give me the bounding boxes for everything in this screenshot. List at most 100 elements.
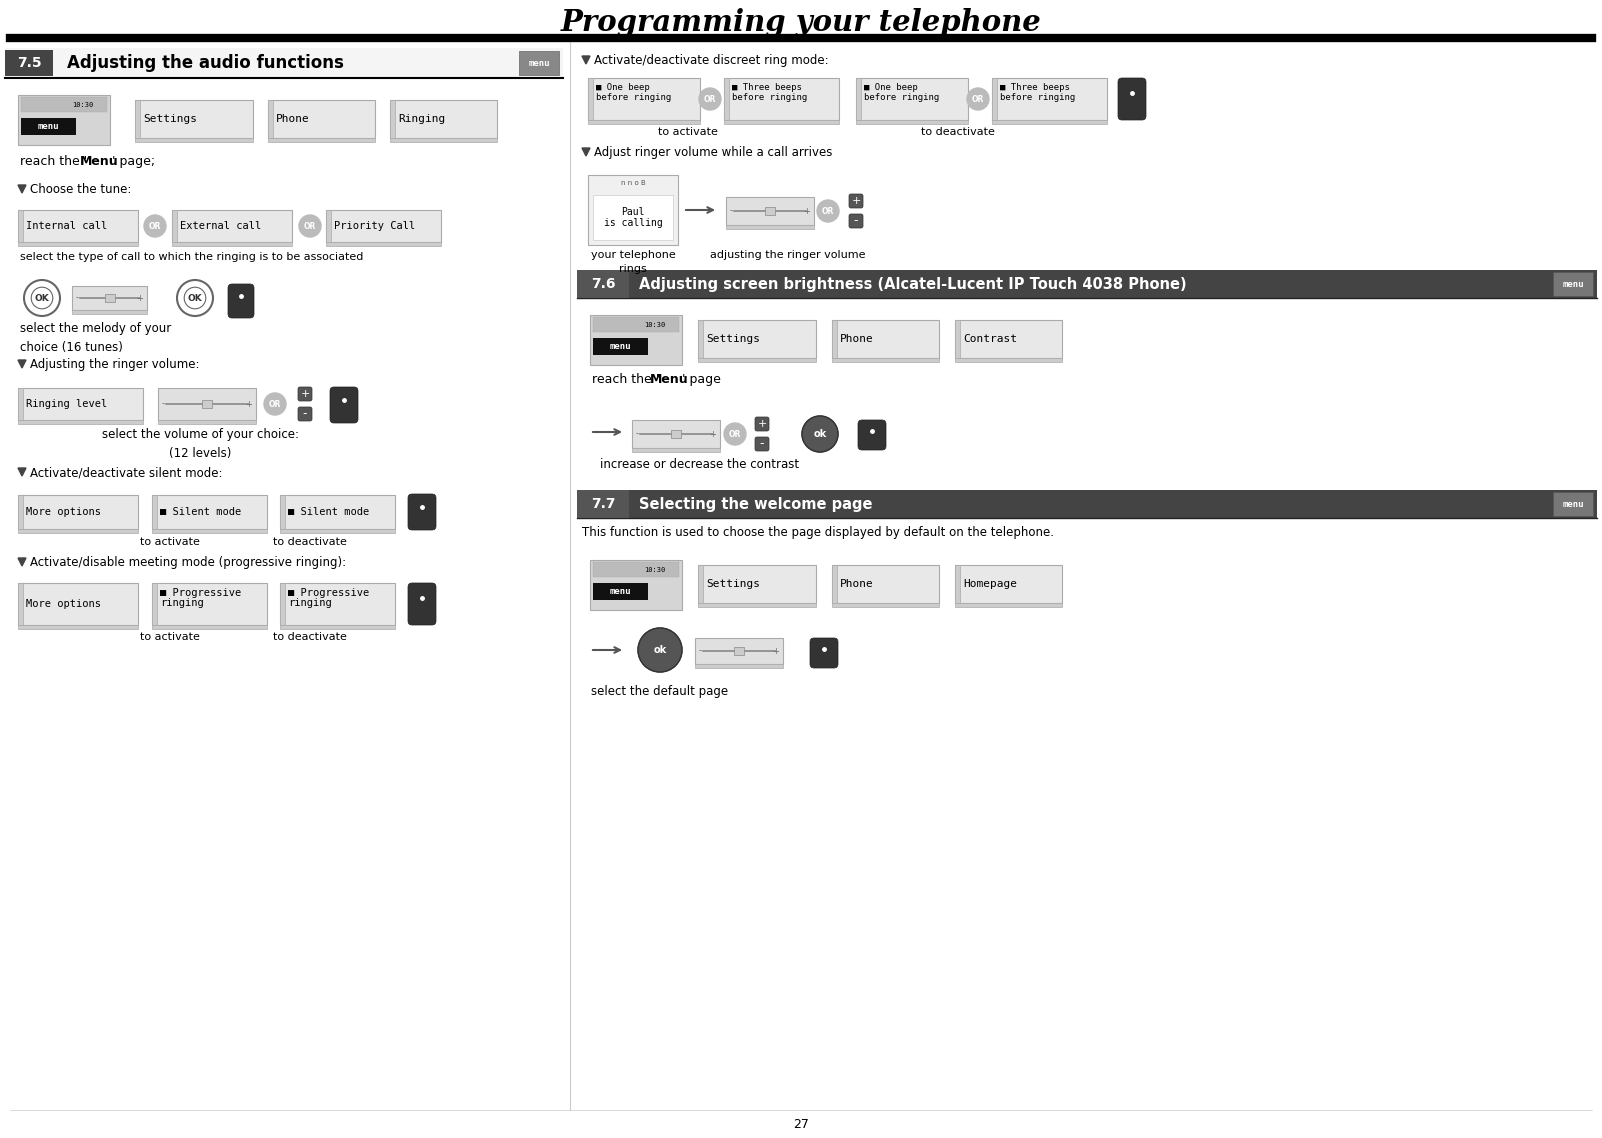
Text: +: + — [803, 206, 811, 215]
Text: Activate/deactivate silent mode:: Activate/deactivate silent mode: — [30, 465, 223, 479]
Text: -: - — [854, 214, 859, 228]
Text: ' page: ' page — [682, 373, 721, 386]
Text: 7.5: 7.5 — [16, 56, 42, 71]
Text: Phone: Phone — [276, 114, 309, 124]
FancyBboxPatch shape — [698, 320, 815, 358]
Text: More options: More options — [26, 508, 101, 517]
Text: before ringing: before ringing — [732, 93, 807, 102]
FancyBboxPatch shape — [577, 270, 1597, 298]
FancyBboxPatch shape — [695, 663, 783, 668]
FancyBboxPatch shape — [588, 79, 700, 119]
Text: -: - — [636, 429, 639, 438]
FancyBboxPatch shape — [72, 286, 147, 310]
Text: OK: OK — [187, 294, 202, 303]
FancyBboxPatch shape — [1552, 492, 1592, 516]
Text: Selecting the welcome page: Selecting the welcome page — [639, 496, 873, 511]
FancyBboxPatch shape — [18, 495, 138, 529]
FancyBboxPatch shape — [298, 387, 312, 401]
FancyBboxPatch shape — [135, 138, 253, 142]
Polygon shape — [18, 185, 26, 193]
FancyBboxPatch shape — [671, 430, 681, 438]
Circle shape — [24, 280, 59, 316]
FancyBboxPatch shape — [726, 225, 814, 229]
FancyBboxPatch shape — [330, 387, 357, 423]
FancyBboxPatch shape — [152, 529, 268, 533]
Text: Adjusting the audio functions: Adjusting the audio functions — [67, 53, 344, 72]
Text: select the type of call to which the ringing is to be associated: select the type of call to which the rin… — [19, 251, 364, 262]
Text: OR: OR — [703, 94, 716, 104]
FancyBboxPatch shape — [955, 320, 960, 358]
Circle shape — [638, 628, 682, 673]
Text: Menu: Menu — [650, 373, 689, 386]
FancyBboxPatch shape — [734, 648, 743, 655]
FancyBboxPatch shape — [577, 490, 630, 518]
Polygon shape — [18, 468, 26, 476]
FancyBboxPatch shape — [280, 583, 285, 625]
Text: select the default page: select the default page — [591, 685, 729, 698]
FancyBboxPatch shape — [152, 583, 157, 625]
Text: Phone: Phone — [839, 579, 873, 589]
FancyBboxPatch shape — [280, 625, 396, 629]
FancyBboxPatch shape — [577, 270, 630, 298]
Text: to activate: to activate — [139, 632, 200, 642]
FancyBboxPatch shape — [280, 529, 396, 533]
Text: Programming your telephone: Programming your telephone — [561, 8, 1041, 36]
FancyBboxPatch shape — [280, 495, 396, 529]
FancyBboxPatch shape — [152, 625, 268, 629]
FancyBboxPatch shape — [18, 583, 138, 625]
FancyBboxPatch shape — [698, 603, 815, 607]
FancyBboxPatch shape — [298, 407, 312, 421]
FancyBboxPatch shape — [593, 562, 679, 577]
FancyBboxPatch shape — [724, 119, 839, 124]
FancyBboxPatch shape — [18, 388, 22, 420]
FancyBboxPatch shape — [519, 51, 559, 75]
Text: menu: menu — [38, 122, 59, 131]
FancyBboxPatch shape — [955, 564, 1062, 603]
FancyBboxPatch shape — [855, 79, 968, 119]
FancyBboxPatch shape — [588, 119, 700, 124]
FancyBboxPatch shape — [202, 399, 211, 409]
Text: menu: menu — [1562, 280, 1584, 289]
FancyBboxPatch shape — [227, 284, 255, 318]
Text: Priority Call: Priority Call — [333, 221, 415, 231]
FancyBboxPatch shape — [21, 117, 77, 135]
Text: +: + — [772, 646, 779, 655]
Text: OR: OR — [729, 429, 742, 438]
Circle shape — [300, 215, 320, 237]
Text: -: - — [162, 399, 165, 409]
Text: Ringing level: Ringing level — [26, 399, 107, 409]
Polygon shape — [18, 360, 26, 368]
Text: menu: menu — [529, 58, 549, 67]
Text: ■ Silent mode: ■ Silent mode — [160, 508, 242, 517]
FancyBboxPatch shape — [831, 320, 939, 358]
FancyBboxPatch shape — [955, 358, 1062, 362]
Text: to deactivate: to deactivate — [272, 537, 348, 547]
FancyBboxPatch shape — [811, 638, 838, 668]
Text: 7.6: 7.6 — [591, 277, 615, 291]
Circle shape — [698, 88, 721, 110]
FancyBboxPatch shape — [766, 207, 775, 215]
FancyBboxPatch shape — [152, 495, 268, 529]
FancyBboxPatch shape — [695, 638, 783, 663]
FancyBboxPatch shape — [280, 583, 396, 625]
Text: Menu: Menu — [80, 155, 119, 168]
FancyBboxPatch shape — [159, 420, 256, 424]
Text: +: + — [136, 294, 143, 303]
FancyBboxPatch shape — [1118, 79, 1145, 119]
Text: +: + — [300, 389, 309, 399]
Text: -: - — [75, 294, 78, 303]
Text: Adjusting screen brightness (Alcatel-Lucent IP Touch 4038 Phone): Adjusting screen brightness (Alcatel-Luc… — [639, 277, 1187, 291]
Text: ■ Three beeps: ■ Three beeps — [732, 83, 803, 92]
Circle shape — [264, 393, 287, 415]
Text: select the melody of your
choice (16 tunes): select the melody of your choice (16 tun… — [19, 322, 171, 354]
FancyBboxPatch shape — [955, 564, 960, 603]
Text: 10:30: 10:30 — [644, 567, 665, 574]
Text: More options: More options — [26, 599, 101, 609]
FancyBboxPatch shape — [992, 79, 1107, 119]
Text: menu: menu — [610, 587, 631, 596]
FancyBboxPatch shape — [724, 79, 839, 119]
Text: is calling: is calling — [604, 218, 662, 228]
FancyBboxPatch shape — [18, 94, 111, 145]
FancyBboxPatch shape — [18, 242, 138, 246]
FancyBboxPatch shape — [325, 211, 332, 242]
